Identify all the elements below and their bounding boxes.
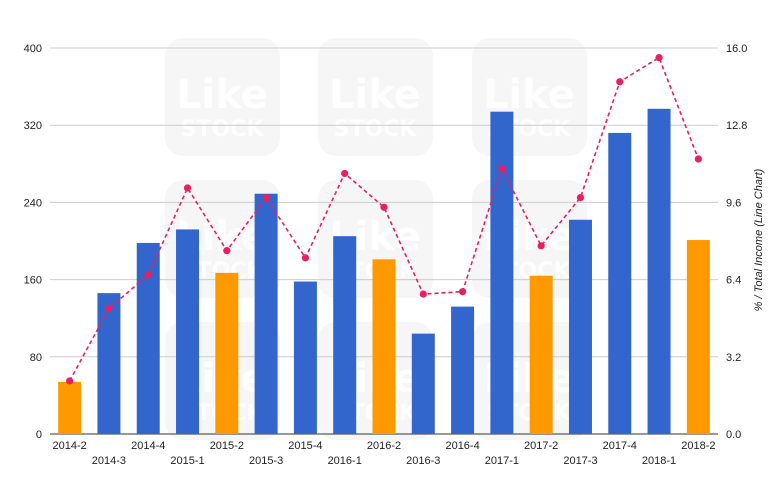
- watermark-text: STOCK: [334, 117, 418, 142]
- left-axis-tick-label: 80: [30, 352, 42, 364]
- line-point: [537, 242, 545, 250]
- bar: [608, 132, 632, 435]
- right-axis-tick-label: 0.0: [726, 429, 741, 441]
- x-axis-tick-label: 2016-4: [445, 440, 479, 452]
- x-axis-tick-label: 2016-2: [367, 440, 401, 452]
- bar: [490, 111, 514, 434]
- line-point: [105, 304, 113, 313]
- line-point: [341, 169, 349, 178]
- left-axis-tick-label: 400: [24, 43, 42, 55]
- right-axis-tick-label: 6.4: [726, 275, 741, 287]
- line-point: [576, 193, 585, 202]
- x-axis-tick-label: 2017-2: [524, 440, 558, 452]
- x-axis-tick-label: 2015-4: [288, 440, 322, 452]
- x-axis-tick-label: 2017-1: [485, 455, 519, 467]
- right-axis-tick-label: 12.8: [726, 120, 747, 132]
- watermark-text: Like: [176, 72, 268, 118]
- bar: [97, 293, 121, 434]
- right-axis-ticks: 0.0 3.2 6.4 9.6 12.8 16.0: [726, 43, 747, 441]
- bar: [58, 381, 82, 434]
- line-point: [655, 54, 663, 62]
- x-axis-tick-label: 2018-2: [681, 440, 715, 452]
- bar: [568, 219, 592, 434]
- right-axis-tick-label: 16.0: [726, 43, 747, 55]
- line-point: [419, 290, 427, 298]
- watermark-text: Like: [483, 72, 575, 118]
- bar: [254, 193, 278, 434]
- x-axis-tick-label: 2014-4: [131, 440, 165, 452]
- x-axis-tick-label: 2014-2: [53, 440, 87, 452]
- x-axis-tick-label: 2016-1: [328, 455, 362, 467]
- line-point: [458, 288, 467, 296]
- right-axis-label: % / Total Income (Line Chart): [753, 168, 765, 311]
- bar-series: [58, 108, 710, 435]
- line-point: [66, 377, 74, 385]
- bar: [372, 259, 396, 434]
- x-axis-tick-label: 2015-2: [210, 440, 244, 452]
- watermark-text: Like: [329, 72, 421, 118]
- line-point: [183, 184, 192, 192]
- bar: [333, 236, 357, 434]
- x-axis-ticks: 2014-2 2014-3 2014-4 2015-1 2015-2 2015-3 2015…: [53, 440, 716, 467]
- x-axis-tick-label: 2014-3: [92, 455, 126, 467]
- bar: [451, 306, 475, 434]
- line-point: [616, 78, 624, 86]
- line-series: [66, 54, 702, 385]
- bar: [411, 333, 435, 434]
- bar: [136, 242, 160, 434]
- line-point: [498, 165, 506, 173]
- watermark-text: STOCK: [181, 117, 265, 142]
- x-axis-tick-label: 2017-3: [563, 455, 597, 467]
- right-axis-tick-label: 3.2: [726, 352, 741, 364]
- x-axis-tick-label: 2017-4: [603, 440, 637, 452]
- series-line: [68, 56, 700, 382]
- x-axis-tick-label: 2018-1: [642, 455, 676, 467]
- bar: [293, 281, 317, 434]
- line-point: [144, 271, 152, 279]
- bar: [215, 272, 239, 434]
- line-point: [223, 247, 231, 255]
- line-point: [301, 254, 310, 262]
- line-point: [262, 193, 270, 202]
- x-axis-tick-label: 2016-3: [406, 455, 440, 467]
- line-point: [380, 203, 388, 211]
- x-axis-tick-label: 2015-1: [170, 455, 204, 467]
- left-axis-tick-label: 160: [24, 275, 42, 287]
- line-point: [694, 155, 702, 163]
- bar: [529, 275, 553, 434]
- bar: [686, 240, 710, 434]
- bar: [176, 229, 200, 434]
- left-axis-ticks: 0 80 160 240 320 400: [24, 43, 42, 441]
- right-axis-tick-label: 9.6: [726, 197, 741, 209]
- left-axis-tick-label: 240: [24, 197, 42, 209]
- bar: [647, 108, 671, 435]
- left-axis-tick-label: 0: [36, 429, 42, 441]
- x-axis-tick-label: 2015-3: [249, 455, 283, 467]
- left-axis-tick-label: 320: [24, 120, 42, 132]
